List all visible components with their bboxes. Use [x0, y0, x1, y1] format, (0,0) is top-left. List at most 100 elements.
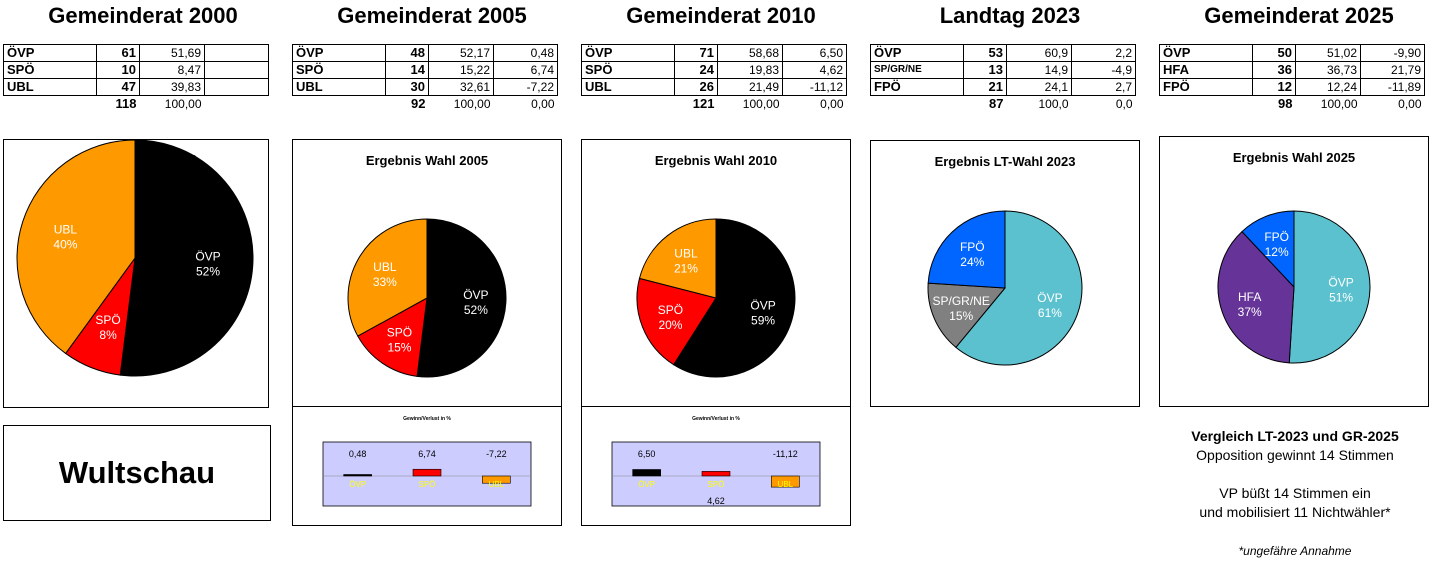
party-cell: ÖVP — [3, 44, 97, 62]
total-row: 121 100,00 0,00 — [582, 96, 847, 113]
table-row: ÖVP 71 58,68 6,50 — [581, 44, 847, 62]
pie-slice--vp — [1288, 210, 1371, 364]
pie-label: SPÖ — [658, 303, 683, 317]
pie-chart-box: Ergebnis Wahl 2010 ÖVP 59% SPÖ 20% UBL 21% — [581, 139, 851, 408]
bar-category-label: ÖVP — [638, 480, 655, 489]
diff-cell — [204, 78, 269, 96]
seats-cell: 47 — [96, 78, 140, 96]
pie-slice-fp- — [1241, 210, 1295, 289]
pie-slice-ubl — [16, 140, 136, 355]
percent-cell: 19,83 — [717, 61, 783, 79]
party-cell: SPÖ — [581, 61, 675, 79]
pie-label: ÖVP — [195, 250, 220, 264]
pie-label: SPÖ — [95, 313, 120, 327]
total-seats: 92 — [411, 96, 426, 111]
chart-title: Ergebnis Wahl 2025 — [1232, 150, 1356, 165]
percent-cell: 36,73 — [1295, 61, 1361, 79]
comparison-title: Vergleich LT-2023 und GR-2025 — [1191, 428, 1399, 444]
pie-label: ÖVP — [1037, 291, 1062, 305]
results-table: ÖVP 71 58,68 6,50 SPÖ 24 19,83 4,62 UBL 26 21,49… — [581, 44, 847, 112]
column-title: Gemeinderat 2025 — [1204, 3, 1394, 28]
seats-cell: 12 — [1252, 78, 1296, 96]
diff-cell: -4,9 — [1071, 61, 1136, 79]
column-title: Gemeinderat 2005 — [337, 3, 527, 28]
pie-chart-box: Ergebnis LT-Wahl 2023 ÖVP 61% SP/GR/NE 15% F… — [870, 140, 1140, 407]
table-row: SPÖ 10 8,47 — [3, 61, 269, 79]
diff-cell — [204, 44, 269, 62]
diff-cell: 21,79 — [1360, 61, 1425, 79]
percent-cell: 51,69 — [139, 44, 205, 62]
pie-label: UBL — [373, 260, 397, 274]
diff-cell: -9,90 — [1360, 44, 1425, 62]
table-row: UBL 47 39,83 — [3, 78, 269, 96]
table-row: HFA 36 36,73 21,79 — [1159, 61, 1425, 79]
diff-cell: 0,48 — [493, 44, 558, 62]
pie-percent-label: 15% — [949, 309, 973, 323]
bar-value-label: -7,22 — [486, 449, 507, 459]
bar-category-label: SPÖ — [708, 480, 725, 489]
total-row: 98 100,00 0,00 — [1160, 96, 1425, 113]
bar-value-label: 6,74 — [418, 449, 436, 459]
results-table: ÖVP 53 60,9 2,2 SP/GR/NE 13 14,9 -4,9 FPÖ 21 24,… — [870, 44, 1136, 112]
table-row: UBL 30 32,61 -7,22 — [292, 78, 558, 96]
pie-percent-label: 51% — [1329, 290, 1353, 304]
bar-övp — [632, 469, 661, 477]
pie-label: SP/GR/NE — [933, 294, 990, 308]
pie-label: FPÖ — [960, 240, 985, 254]
diff-cell — [204, 61, 269, 79]
pie-percent-label: 8% — [99, 328, 117, 342]
total-seats: 118 — [115, 96, 137, 111]
pie-slice-ubl — [347, 218, 428, 337]
pie-slice-sp- — [357, 297, 428, 377]
column-title: Gemeinderat 2010 — [626, 3, 816, 28]
seats-cell: 61 — [96, 44, 140, 62]
bar-value-label: 6,50 — [638, 449, 656, 459]
results-table: ÖVP 48 52,17 0,48 SPÖ 14 15,22 6,74 UBL 30 32,61… — [292, 44, 558, 112]
table-row: SPÖ 24 19,83 4,62 — [581, 61, 847, 79]
bar-ubl — [482, 475, 511, 484]
total-diff: 0,00 — [531, 97, 555, 111]
results-table: ÖVP 61 51,69 SPÖ 10 8,47 UBL 47 39,83 118 100,0… — [3, 44, 269, 112]
pie-chart-box: Ergebnis Wahl 2005 ÖVP 52% SPÖ 15% UBL 33% — [292, 139, 562, 408]
bar-category-label: UBL — [778, 480, 794, 489]
pie-percent-label: 15% — [387, 341, 411, 355]
bar-chart-title: Gewinn/Verlust in % — [403, 416, 451, 422]
pie-slice-ubl — [638, 218, 717, 299]
total-row: 92 100,00 0,00 — [293, 96, 558, 113]
percent-cell: 52,17 — [428, 44, 494, 62]
percent-cell: 32,61 — [428, 78, 494, 96]
party-cell: ÖVP — [292, 44, 386, 62]
total-seats: 98 — [1278, 96, 1293, 111]
pie-percent-label: 37% — [1238, 305, 1262, 319]
party-cell: SP/GR/NE — [870, 61, 964, 79]
bar-övp — [343, 474, 372, 477]
chart-title: Ergebnis LT-Wahl 2023 — [934, 154, 1076, 169]
bar-category-label: UBL — [489, 480, 505, 489]
pie-slice--vp — [672, 218, 796, 378]
pie-label: HFA — [1238, 290, 1261, 304]
table-row: SP/GR/NE 13 14,9 -4,9 — [870, 61, 1136, 79]
party-cell: HFA — [1159, 61, 1253, 79]
table-row: ÖVP 50 51,02 -9,90 — [1159, 44, 1425, 62]
column-title: Landtag 2023 — [939, 3, 1081, 28]
bar-value-label: -11,12 — [773, 449, 798, 459]
bar-chart-box: Gewinn/Verlust in % 0,48 ÖVP 6,74 SPÖ -7,22 U… — [292, 406, 562, 526]
party-cell: SPÖ — [3, 61, 97, 79]
seats-cell: 24 — [674, 61, 718, 79]
municipality-name: Wultschau — [3, 425, 271, 521]
seats-cell: 30 — [385, 78, 429, 96]
total-diff: 0,0 — [1115, 97, 1133, 111]
seats-cell: 14 — [385, 61, 429, 79]
bar-value-label: 4,62 — [707, 496, 725, 506]
seats-cell: 26 — [674, 78, 718, 96]
pie-percent-label: 21% — [674, 261, 698, 275]
pie-percent-label: 59% — [751, 314, 775, 328]
percent-cell: 60,9 — [1006, 44, 1072, 62]
footnote: *ungefähre Annahme — [1238, 544, 1352, 558]
pie-percent-label: 20% — [658, 318, 682, 332]
seats-cell: 48 — [385, 44, 429, 62]
seats-cell: 21 — [963, 78, 1007, 96]
pie-slice-hfa — [1217, 230, 1295, 364]
